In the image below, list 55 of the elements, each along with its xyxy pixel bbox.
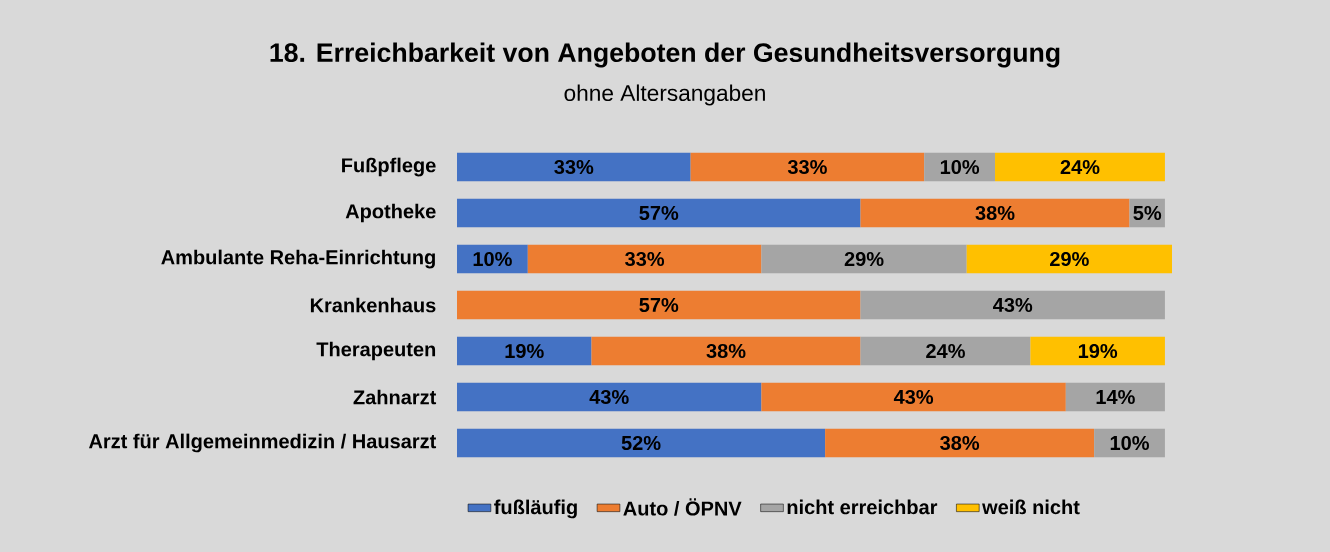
chart-title: 18. Erreichbarkeit von Angeboten der Gesundheitsversorgung <box>270 42 1060 68</box>
legend-label: nicht erreichbar <box>787 499 938 515</box>
bar <box>966 244 1172 274</box>
data-label: 43% <box>993 297 1033 313</box>
bar <box>457 382 762 412</box>
data-label: 33% <box>554 159 594 175</box>
y-tick-label: Apotheke <box>345 203 436 223</box>
legend-label: fußläufig <box>494 499 577 519</box>
legend-label: weiß nicht <box>982 499 1080 515</box>
data-label: 10% <box>1110 435 1149 451</box>
bar <box>690 152 925 182</box>
bar <box>457 290 861 320</box>
data-label: 14% <box>1096 389 1135 405</box>
bar <box>457 336 592 366</box>
bar <box>761 382 1066 412</box>
data-label: 19% <box>1078 343 1118 359</box>
data-label: 38% <box>706 343 746 359</box>
data-label: 33% <box>625 251 665 267</box>
data-label: 10% <box>940 159 980 175</box>
y-tick-label: Zahnarzt <box>353 389 437 405</box>
bar <box>527 244 762 274</box>
data-label: 24% <box>926 343 965 359</box>
data-label: 29% <box>844 251 884 267</box>
bar <box>860 336 1031 366</box>
legend-label: Auto / ÖPNV <box>623 498 742 516</box>
chart-subtitle: ohne Altersangaben <box>564 84 765 106</box>
bar <box>591 336 861 366</box>
bar <box>457 198 861 228</box>
data-label: 5% <box>1133 205 1162 221</box>
data-label: 57% <box>639 297 679 313</box>
bar <box>1065 382 1165 412</box>
data-label: 24% <box>1060 159 1100 175</box>
y-tick-label: Ambulante Reha-Einrichtung <box>161 249 435 269</box>
y-tick-label: Krankenhaus <box>310 297 436 313</box>
data-label: 33% <box>787 159 827 175</box>
bar <box>825 428 1095 458</box>
bar <box>860 290 1165 320</box>
data-label: 29% <box>1050 251 1089 267</box>
data-label: 10% <box>473 251 512 267</box>
bar <box>457 152 691 182</box>
bar <box>995 152 1165 182</box>
data-label: 43% <box>893 389 934 405</box>
bar <box>1030 336 1165 366</box>
data-label: 57% <box>639 205 679 221</box>
data-label: 19% <box>505 343 544 359</box>
y-tick-label: Arzt für Allgemeinmedizin / Hausarzt <box>88 433 437 453</box>
data-label: 43% <box>589 389 629 405</box>
bar <box>860 198 1130 228</box>
data-label: 52% <box>621 435 661 451</box>
data-label: 38% <box>975 205 1015 221</box>
data-label: 38% <box>940 435 980 451</box>
y-tick-label: Fußpflege <box>342 157 436 177</box>
bar <box>457 428 826 458</box>
y-tick-label: Therapeuten <box>316 341 436 361</box>
bar <box>761 244 967 274</box>
